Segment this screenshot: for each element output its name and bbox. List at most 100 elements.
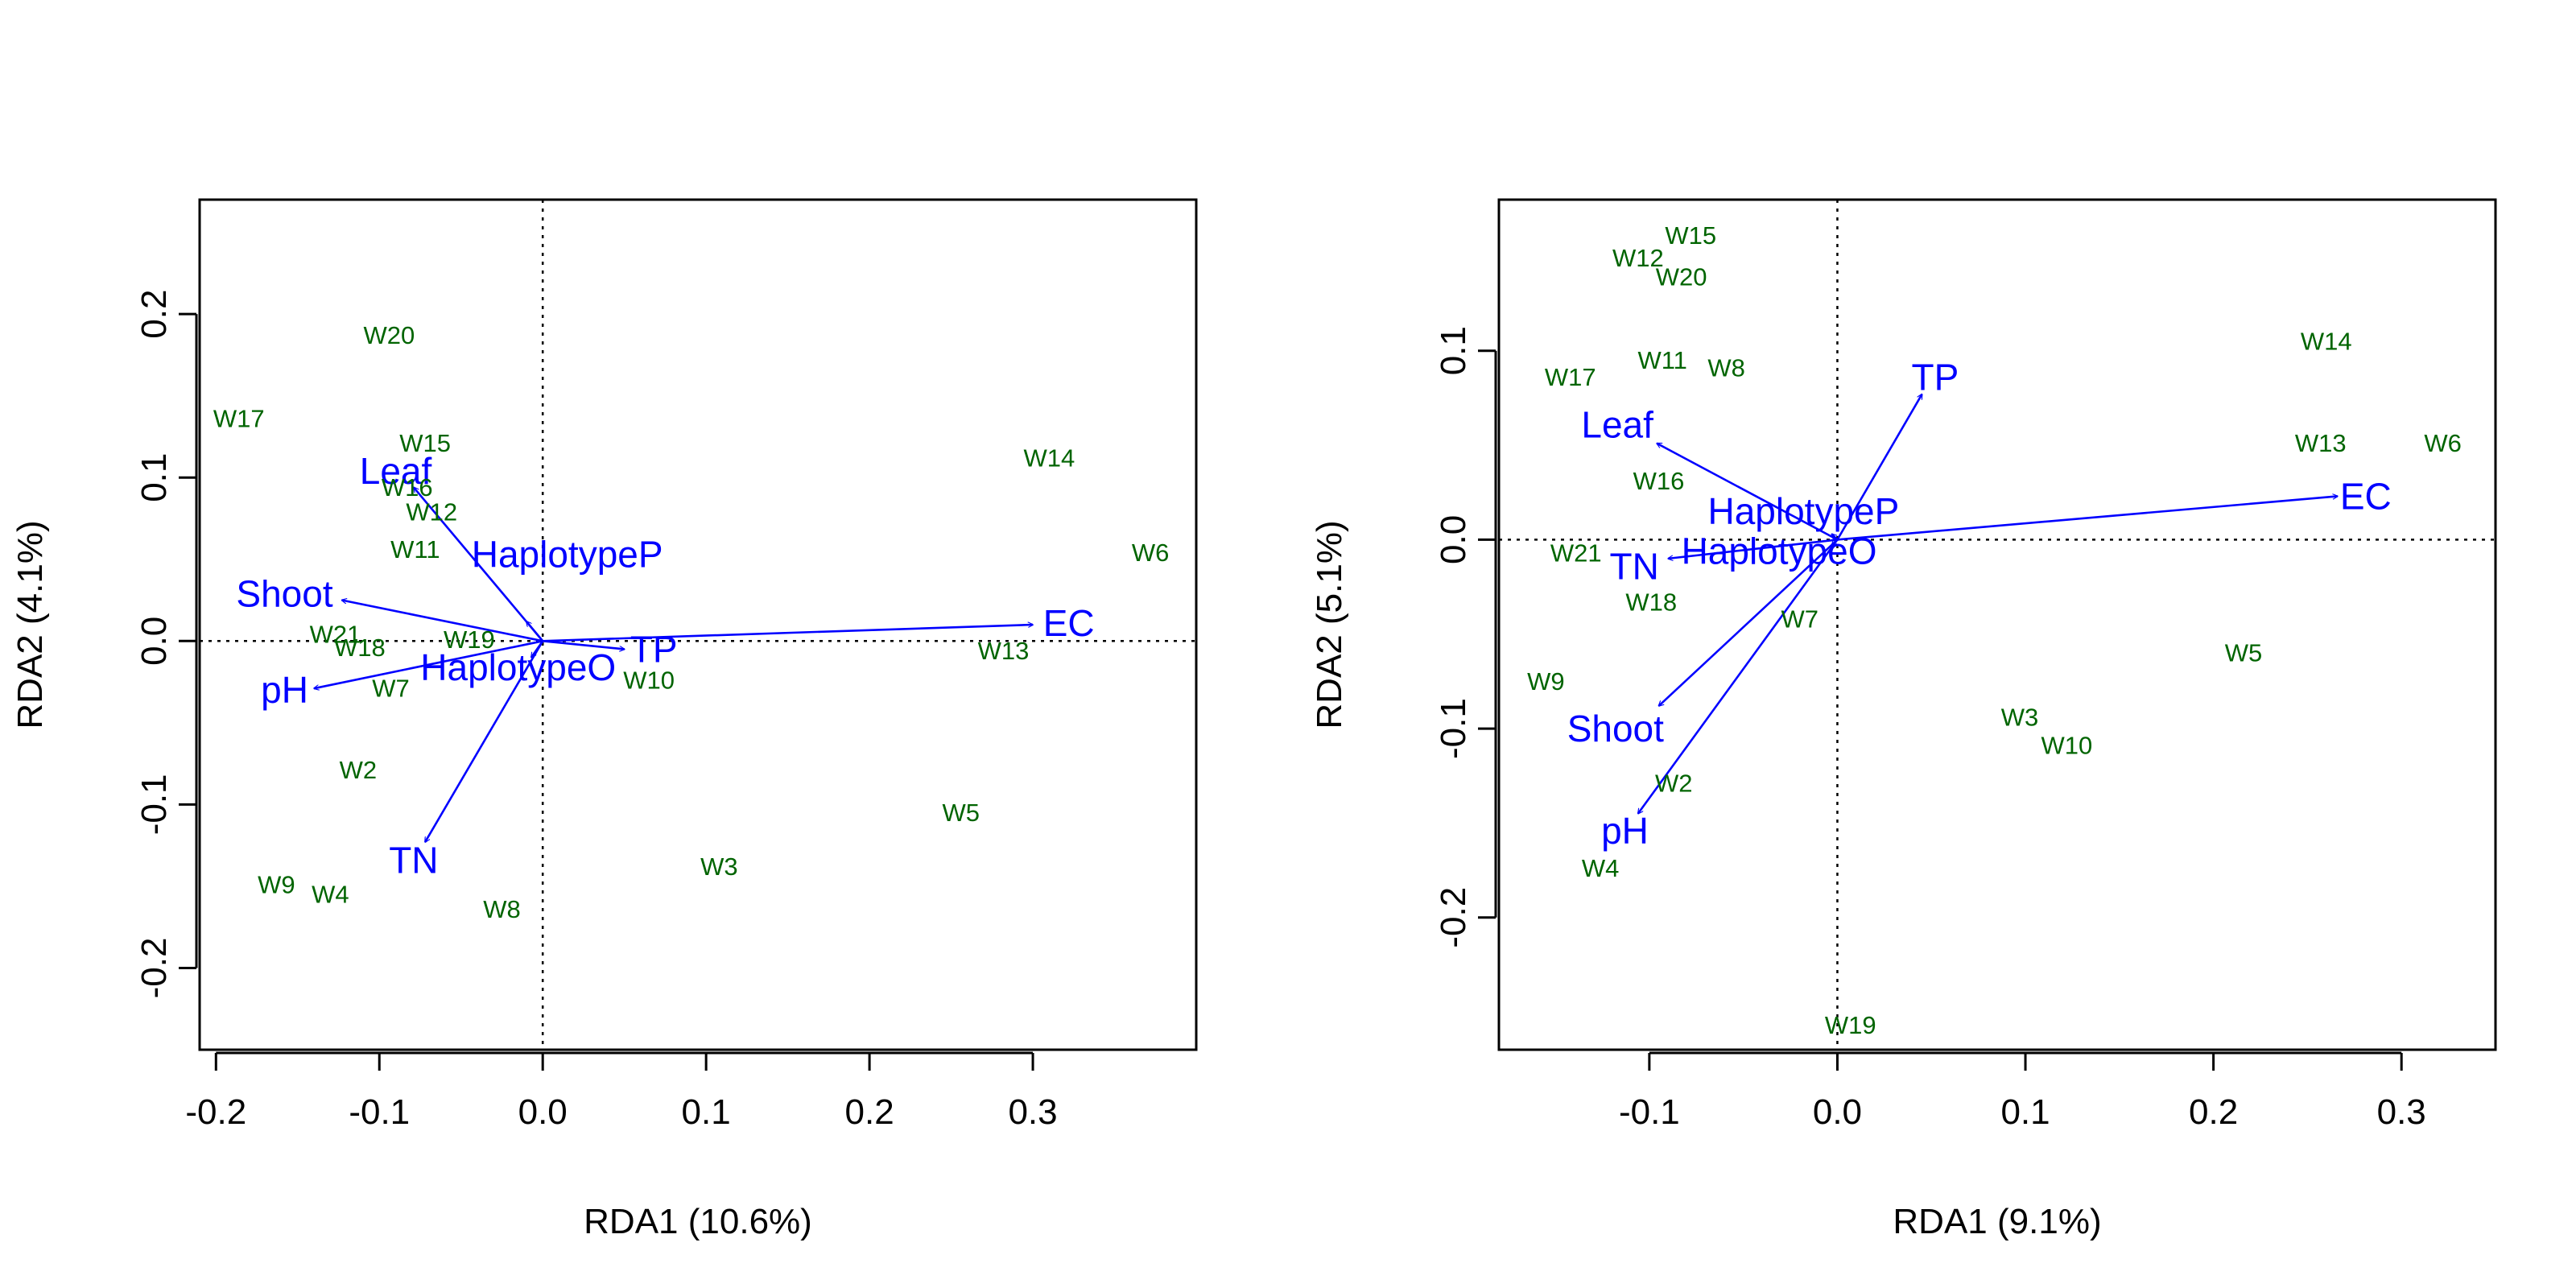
x-tick-label: -0.2	[185, 1092, 246, 1132]
x-tick-label: 0.0	[518, 1092, 568, 1132]
site-label-w11: W11	[1637, 346, 1686, 374]
y-axis: -0.2 -0.1 0.0 0.1	[1434, 326, 1497, 948]
x-axis: -0.1 0.0 0.1 0.2 0.3	[1619, 1051, 2426, 1132]
site-label-w13: W13	[2295, 429, 2347, 457]
arrow-label-tn: TN	[1610, 545, 1659, 587]
biplot-arrow-ec	[1837, 496, 2337, 541]
biplot-panel-2: -0.1 0.0 0.1 0.2 0.3 -0.2 -0.1 0.0 0.1 TP Leaf Ha…	[1310, 198, 2497, 1241]
site-label-w18: W18	[334, 634, 386, 662]
site-label-w15: W15	[1665, 221, 1716, 250]
y-tick-label: -0.1	[1434, 698, 1473, 759]
arrow-label-haplotypep: HaplotypeP	[472, 534, 663, 576]
site-label-w3: W3	[700, 852, 738, 881]
biplot-arrow-ph	[1638, 539, 1839, 813]
site-label-w15: W15	[399, 429, 451, 457]
x-tick-label: -0.1	[349, 1092, 410, 1132]
site-label-w2: W2	[340, 756, 378, 784]
biplot-arrow-ph	[314, 640, 543, 688]
biplot-arrows: TP Leaf HaplotypeP EC HaplotypeO TN Shoot pH	[1567, 357, 2392, 852]
biplot-arrow-tp	[1836, 394, 1923, 541]
site-label-w18: W18	[1625, 588, 1677, 616]
site-label-w13: W13	[978, 637, 1030, 665]
biplot-panel-1: -0.2 -0.1 0.0 0.1 0.2 0.3 -0.2 -0.1 0.0 0.1 0.2 L…	[10, 198, 1198, 1241]
arrow-label-tp: TP	[630, 628, 678, 670]
arrow-label-ec: EC	[1043, 602, 1095, 644]
y-tick-label: 0.1	[1434, 326, 1473, 375]
site-label-w7: W7	[372, 675, 410, 703]
y-tick-label: 0.1	[134, 453, 174, 502]
x-axis-title: RDA1 (9.1%)	[1893, 1202, 2101, 1241]
site-label-w12: W12	[1612, 244, 1664, 272]
y-tick-label: -0.1	[134, 774, 174, 835]
biplot-arrow-haplotypep	[526, 621, 544, 642]
site-label-w10: W10	[623, 667, 675, 695]
site-label-w4: W4	[1582, 854, 1620, 882]
site-label-w19: W19	[444, 625, 495, 654]
site-label-w3: W3	[2001, 703, 2039, 731]
y-tick-label: 0.0	[134, 617, 174, 666]
site-label-w2: W2	[1655, 770, 1693, 798]
biplot-arrow-shoot	[342, 601, 543, 642]
site-label-w12: W12	[406, 497, 457, 526]
site-label-w5: W5	[2225, 639, 2263, 667]
y-tick-label: 0.2	[134, 290, 174, 339]
site-label-w6: W6	[1132, 539, 1170, 567]
site-label-w8: W8	[483, 895, 521, 923]
plot-frame	[1497, 198, 2497, 1051]
arrow-label-ph: pH	[1601, 810, 1649, 852]
biplot-arrow-leaf	[414, 487, 544, 642]
site-label-w14: W14	[1023, 444, 1075, 472]
site-label-w9: W9	[258, 870, 295, 898]
site-label-w9: W9	[1527, 667, 1565, 696]
biplot-arrow-leaf	[1657, 442, 1839, 541]
x-tick-label: 0.1	[2000, 1092, 2050, 1132]
x-tick-label: 0.3	[2377, 1092, 2426, 1132]
site-label-w20: W20	[364, 321, 415, 349]
biplot-arrow-haplotypeo	[531, 640, 544, 657]
arrow-label-ec: EC	[2340, 475, 2392, 517]
x-tick-label: 0.1	[682, 1092, 731, 1132]
x-tick-label: 0.2	[845, 1092, 894, 1132]
arrow-label-haplotypeo: HaplotypeO	[420, 646, 616, 688]
site-label-w7: W7	[1781, 605, 1818, 633]
y-tick-label: -0.2	[134, 938, 174, 999]
biplot-arrows: Leaf HaplotypeP Shoot pH TN HaplotypeO TP EC	[236, 450, 1094, 881]
x-axis-title: RDA1 (10.6%)	[584, 1202, 812, 1241]
x-tick-label: 0.3	[1008, 1092, 1057, 1132]
y-axis-title: RDA2 (5.1%)	[1310, 520, 1349, 729]
arrow-label-tn: TN	[389, 839, 438, 881]
biplot-arrow-tp	[543, 640, 624, 649]
biplot-arrow-shoot	[1659, 539, 1839, 706]
site-label-w6: W6	[2424, 429, 2462, 457]
site-label-w14: W14	[2301, 328, 2352, 356]
y-axis-title: RDA2 (4.1%)	[10, 520, 50, 729]
arrow-label-shoot: Shoot	[1567, 708, 1664, 749]
site-label-w20: W20	[1656, 263, 1707, 291]
site-label-w17: W17	[1545, 363, 1596, 391]
arrow-label-tp: TP	[1912, 357, 1959, 398]
x-tick-label: 0.2	[2189, 1092, 2238, 1132]
y-tick-label: -0.2	[1434, 887, 1473, 948]
site-label-w11: W11	[390, 535, 440, 564]
biplot-arrow-tn	[1668, 539, 1838, 558]
y-tick-label: 0.0	[1434, 515, 1473, 564]
arrow-label-haplotypep: HaplotypeP	[1707, 490, 1899, 532]
site-label-w5: W5	[943, 799, 980, 827]
site-label-w8: W8	[1707, 353, 1745, 382]
site-label-w10: W10	[2041, 732, 2093, 760]
plot-frame	[198, 198, 1198, 1051]
site-label-w21: W21	[310, 621, 361, 649]
site-label-w16: W16	[382, 473, 433, 502]
site-label-w19: W19	[1825, 1011, 1876, 1039]
biplot-arrow-tn	[423, 640, 544, 842]
x-tick-label: -0.1	[1619, 1092, 1680, 1132]
arrow-label-leaf: Leaf	[1581, 403, 1653, 445]
y-axis: -0.2 -0.1 0.0 0.1 0.2	[134, 290, 198, 999]
arrow-label-shoot: Shoot	[236, 572, 332, 614]
site-label-w16: W16	[1633, 467, 1685, 495]
x-tick-label: 0.0	[1813, 1092, 1862, 1132]
biplot-arrow-ec	[543, 625, 1033, 642]
